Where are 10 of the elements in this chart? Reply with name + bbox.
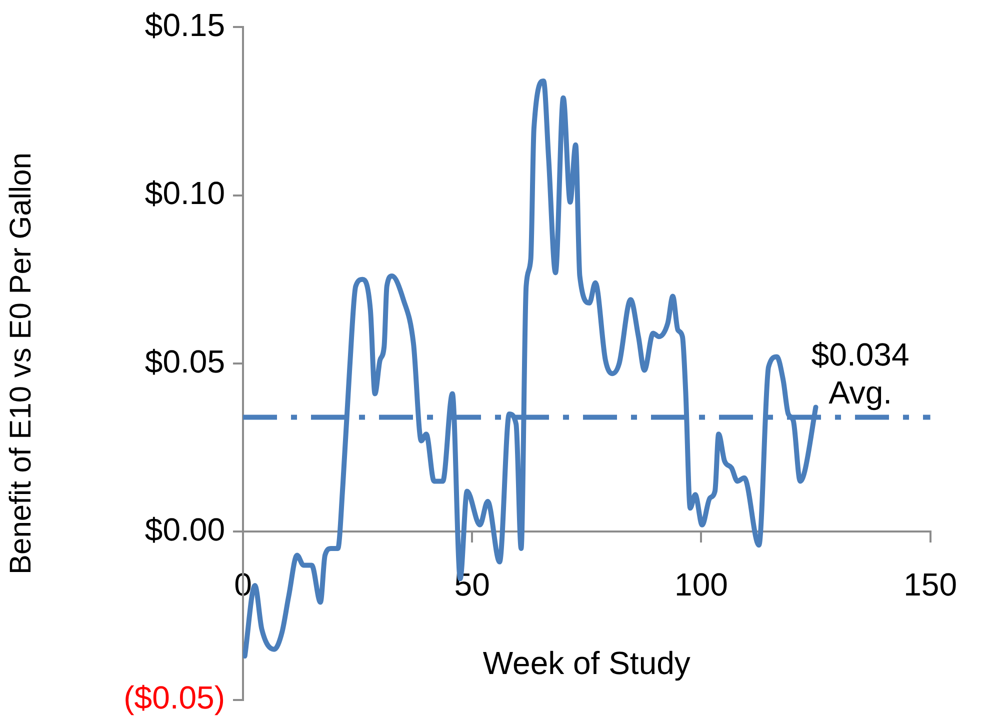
y-tick-label: $0.05 — [144, 343, 225, 380]
x-tick-label: 150 — [904, 566, 957, 603]
x-tick-label: 100 — [674, 566, 728, 603]
ref-line-label: $0.034 Avg. — [811, 336, 910, 410]
y-tick-label: ($0.05) — [124, 680, 225, 716]
x-axis-title: Week of Study — [482, 645, 690, 682]
y-axis-title: Benefit of E10 vs E0 Per Gallon — [4, 152, 38, 574]
y-tick-label: $0.10 — [144, 175, 225, 212]
y-tick-label: $0.00 — [144, 511, 225, 548]
y-tick-label: $0.15 — [144, 7, 225, 44]
